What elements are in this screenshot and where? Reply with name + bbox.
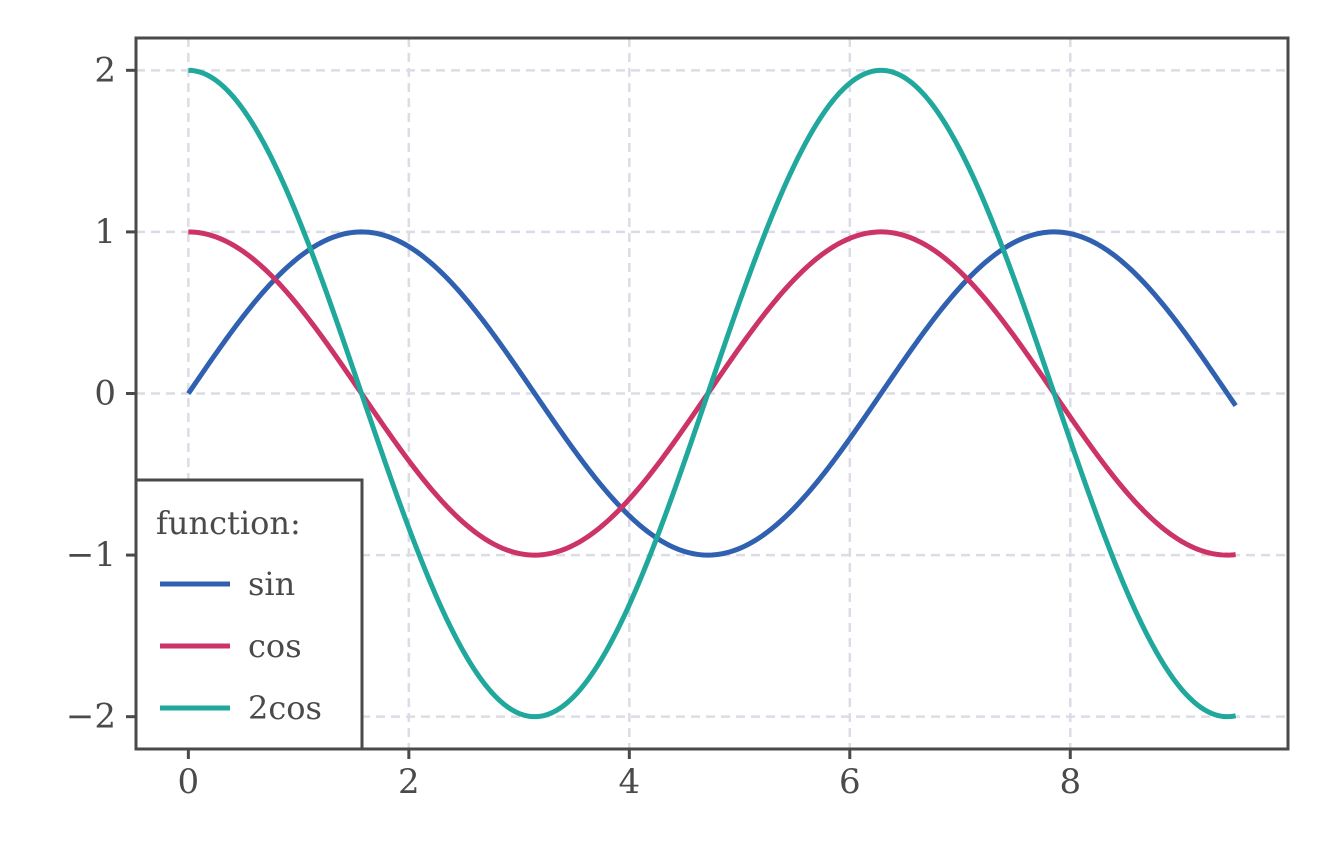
x-tick-label: 6 bbox=[839, 762, 861, 802]
legend-label-cos: cos bbox=[248, 627, 302, 665]
x-tick-label: 0 bbox=[178, 762, 200, 802]
legend-label-sin: sin bbox=[248, 565, 295, 603]
series-line-sin bbox=[186, 229, 1238, 558]
legend: function: sin cos 2cos bbox=[134, 478, 364, 751]
x-tick-label: 2 bbox=[398, 762, 420, 802]
y-tick-label: 1 bbox=[94, 212, 116, 252]
legend-title: function: bbox=[156, 504, 301, 542]
y-tick-label: 0 bbox=[94, 374, 116, 414]
series-line-2cos bbox=[188, 67, 1237, 720]
series-lines bbox=[186, 67, 1238, 720]
legend-label-2cos: 2cos bbox=[248, 689, 322, 727]
x-tick-label: 4 bbox=[619, 762, 641, 802]
y-tick-label: 2 bbox=[94, 50, 116, 90]
axis-ticks: 0 2 4 6 8 2 1 0 −1 −2 bbox=[66, 50, 1081, 802]
x-tick-label: 8 bbox=[1059, 762, 1081, 802]
y-tick-label: −1 bbox=[66, 535, 116, 575]
legend-box bbox=[134, 478, 364, 751]
y-tick-label: −2 bbox=[66, 697, 116, 737]
